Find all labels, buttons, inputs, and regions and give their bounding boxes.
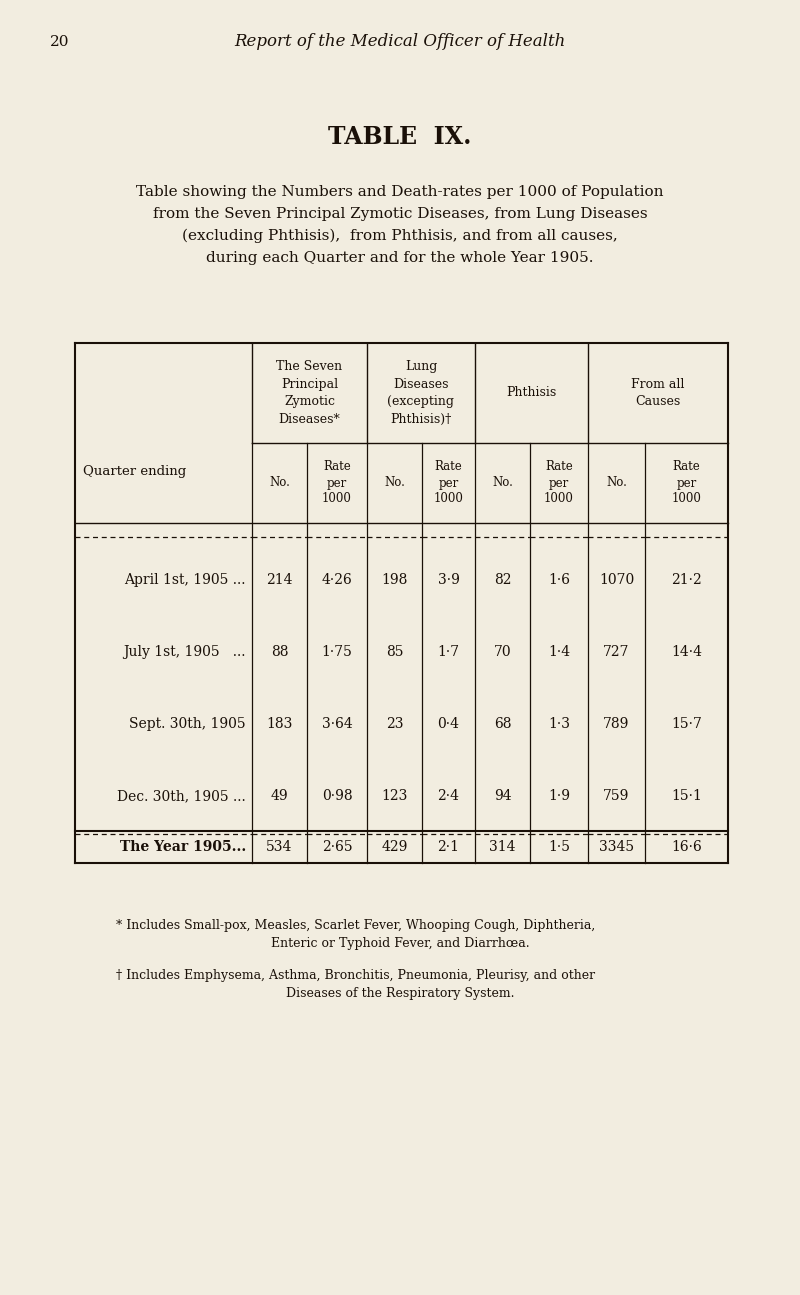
Text: Diseases of the Respiratory System.: Diseases of the Respiratory System.: [286, 987, 514, 1000]
Text: 183: 183: [266, 717, 293, 730]
Text: 3·9: 3·9: [438, 572, 459, 587]
Text: Rate
per
1000: Rate per 1000: [544, 461, 574, 505]
Text: 15·1: 15·1: [671, 789, 702, 803]
Text: 4·26: 4·26: [322, 572, 352, 587]
Text: 21·2: 21·2: [671, 572, 702, 587]
Text: No.: No.: [492, 477, 513, 490]
Text: 1·4: 1·4: [548, 645, 570, 659]
Text: 2·65: 2·65: [322, 840, 352, 853]
Text: Rate
per
1000: Rate per 1000: [671, 461, 702, 505]
Text: 759: 759: [603, 789, 630, 803]
Text: 0·98: 0·98: [322, 789, 352, 803]
Text: 1·7: 1·7: [438, 645, 459, 659]
Text: 123: 123: [382, 789, 408, 803]
Text: No.: No.: [606, 477, 627, 490]
Text: 727: 727: [603, 645, 630, 659]
Text: 23: 23: [386, 717, 403, 730]
Text: 789: 789: [603, 717, 630, 730]
Text: 1·3: 1·3: [548, 717, 570, 730]
Text: 1·75: 1·75: [322, 645, 353, 659]
Text: TABLE  IX.: TABLE IX.: [328, 126, 472, 149]
Text: Report of the Medical Officer of Health: Report of the Medical Officer of Health: [234, 34, 566, 51]
Text: Phthisis: Phthisis: [506, 386, 557, 399]
Text: 49: 49: [270, 789, 288, 803]
Text: From all
Causes: From all Causes: [631, 378, 685, 408]
Text: 314: 314: [490, 840, 516, 853]
Text: 1·9: 1·9: [548, 789, 570, 803]
Text: (excluding Phthisis),  from Phthisis, and from all causes,: (excluding Phthisis), from Phthisis, and…: [182, 229, 618, 243]
Text: July 1st, 1905   ...: July 1st, 1905 ...: [123, 645, 246, 659]
Text: 2·1: 2·1: [438, 840, 459, 853]
Text: Enteric or Typhoid Fever, and Diarrhœa.: Enteric or Typhoid Fever, and Diarrhœa.: [270, 936, 530, 949]
Text: 3345: 3345: [599, 840, 634, 853]
Text: Dec. 30th, 1905 ...: Dec. 30th, 1905 ...: [118, 789, 246, 803]
Text: 214: 214: [266, 572, 293, 587]
Text: 1·5: 1·5: [548, 840, 570, 853]
Text: Quarter ending: Quarter ending: [83, 465, 186, 478]
Text: during each Quarter and for the whole Year 1905.: during each Quarter and for the whole Ye…: [206, 251, 594, 265]
Text: 68: 68: [494, 717, 511, 730]
Text: 1·6: 1·6: [548, 572, 570, 587]
Text: 16·6: 16·6: [671, 840, 702, 853]
Text: Rate
per
1000: Rate per 1000: [322, 461, 352, 505]
Text: April 1st, 1905 ...: April 1st, 1905 ...: [125, 572, 246, 587]
Text: from the Seven Principal Zymotic Diseases, from Lung Diseases: from the Seven Principal Zymotic Disease…: [153, 207, 647, 221]
Text: The Year 1905...: The Year 1905...: [120, 840, 246, 853]
Text: 94: 94: [494, 789, 511, 803]
Text: The Seven
Principal
Zymotic
Diseases*: The Seven Principal Zymotic Diseases*: [277, 360, 342, 426]
Text: 70: 70: [494, 645, 511, 659]
Text: 15·7: 15·7: [671, 717, 702, 730]
Text: 0·4: 0·4: [438, 717, 459, 730]
Text: 3·64: 3·64: [322, 717, 352, 730]
Text: Rate
per
1000: Rate per 1000: [434, 461, 463, 505]
Text: 1070: 1070: [599, 572, 634, 587]
Text: Lung
Diseases
(excepting
Phthisis)†: Lung Diseases (excepting Phthisis)†: [387, 360, 454, 426]
Text: 88: 88: [270, 645, 288, 659]
Text: 85: 85: [386, 645, 403, 659]
Text: 429: 429: [382, 840, 408, 853]
Text: Sept. 30th, 1905: Sept. 30th, 1905: [130, 717, 246, 730]
Text: * Includes Small-pox, Measles, Scarlet Fever, Whooping Cough, Diphtheria,: * Includes Small-pox, Measles, Scarlet F…: [116, 918, 595, 931]
Text: 20: 20: [50, 35, 70, 49]
Text: 198: 198: [382, 572, 408, 587]
Text: 534: 534: [266, 840, 293, 853]
Text: † Includes Emphysema, Asthma, Bronchitis, Pneumonia, Pleurisy, and other: † Includes Emphysema, Asthma, Bronchitis…: [116, 969, 595, 982]
Text: Table showing the Numbers and Death-rates per 1000 of Population: Table showing the Numbers and Death-rate…: [136, 185, 664, 199]
Text: 14·4: 14·4: [671, 645, 702, 659]
Text: 2·4: 2·4: [438, 789, 459, 803]
Text: 82: 82: [494, 572, 511, 587]
Text: No.: No.: [384, 477, 405, 490]
Text: No.: No.: [269, 477, 290, 490]
